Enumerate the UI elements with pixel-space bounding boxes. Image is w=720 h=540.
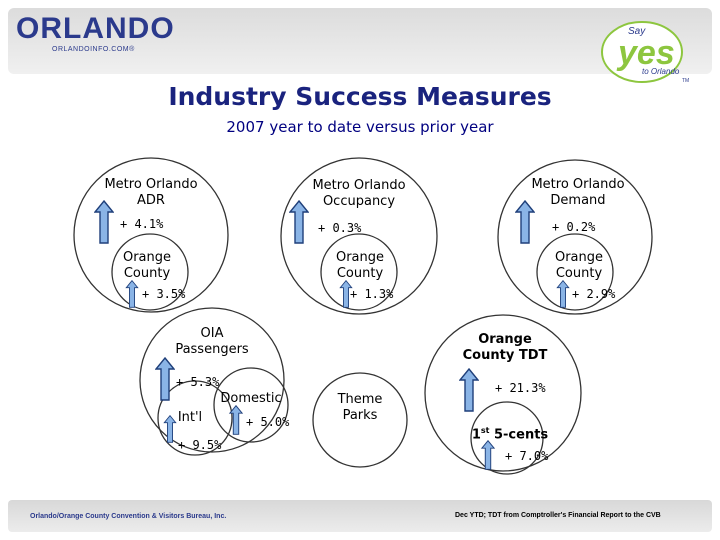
oia-value: + 5.3% <box>176 375 220 389</box>
adr-circle <box>73 157 229 313</box>
cents-value: + 7.0% <box>505 449 549 463</box>
badge-yes-text: yes <box>616 34 675 72</box>
page-subtitle: 2007 year to date versus prior year <box>226 118 494 136</box>
oia-arrow-icon <box>155 357 175 401</box>
demand-circle <box>497 159 653 315</box>
tdt-label: Orange County TDT <box>462 332 548 363</box>
demand-county-arrow-icon <box>556 280 570 308</box>
domestic-value: + 5.0% <box>246 415 290 429</box>
say-yes-logo: Say yes to Orlando TM <box>601 21 689 84</box>
occupancy-county-circle <box>320 233 398 311</box>
adr-value: + 4.1% <box>120 217 164 231</box>
theme-parks-label: Theme Parks <box>337 392 383 423</box>
demand-county-label: Orange County <box>554 250 604 281</box>
occupancy-value: + 0.3% <box>318 221 362 235</box>
tdt-arrow-icon <box>459 368 479 412</box>
badge-to-text: to Orlando <box>642 67 680 76</box>
cents-circle <box>470 401 544 475</box>
tdt-value: + 21.3% <box>495 381 546 395</box>
adr-label: Metro Orlando ADR <box>104 177 198 208</box>
adr-county-circle <box>111 233 189 311</box>
oia-label: OIA Passengers <box>175 326 249 357</box>
intl-label: Int'l <box>177 410 203 425</box>
orlando-logo[interactable]: ORLANDO <box>16 12 175 45</box>
cents-label: 1st 5-cents <box>471 426 549 443</box>
occupancy-county-value: + 1.3% <box>350 287 394 301</box>
tdt-circle <box>424 314 582 472</box>
theme-parks-circle <box>312 372 408 468</box>
intl-circle <box>157 380 233 456</box>
demand-value: + 0.2% <box>552 220 596 234</box>
footer-band <box>8 500 712 532</box>
demand-label: Metro Orlando Demand <box>531 177 625 208</box>
occupancy-label: Metro Orlando Occupancy <box>312 178 406 209</box>
adr-county-value: + 3.5% <box>142 287 186 301</box>
demand-county-value: + 2.9% <box>572 287 616 301</box>
badge-tm-text: TM <box>682 78 689 84</box>
occupancy-county-label: Orange County <box>335 250 385 281</box>
footer-organization: Orlando/Orange County Convention & Visit… <box>30 513 227 520</box>
page-title: Industry Success Measures <box>168 82 552 111</box>
adr-county-label: Orange County <box>122 250 172 281</box>
domestic-circle <box>213 367 289 443</box>
occupancy-circle <box>280 157 438 315</box>
orlando-logo-url: ORLANDOINFO.COM® <box>52 46 135 53</box>
intl-value: + 9.5% <box>178 438 222 452</box>
footer-source-note: Dec YTD; TDT from Comptroller's Financia… <box>455 512 661 519</box>
oia-circle <box>139 307 285 453</box>
badge-say-text: Say <box>628 26 646 37</box>
demand-county-circle <box>536 233 614 311</box>
domestic-label: Domestic <box>220 391 282 406</box>
header-band <box>8 8 712 74</box>
